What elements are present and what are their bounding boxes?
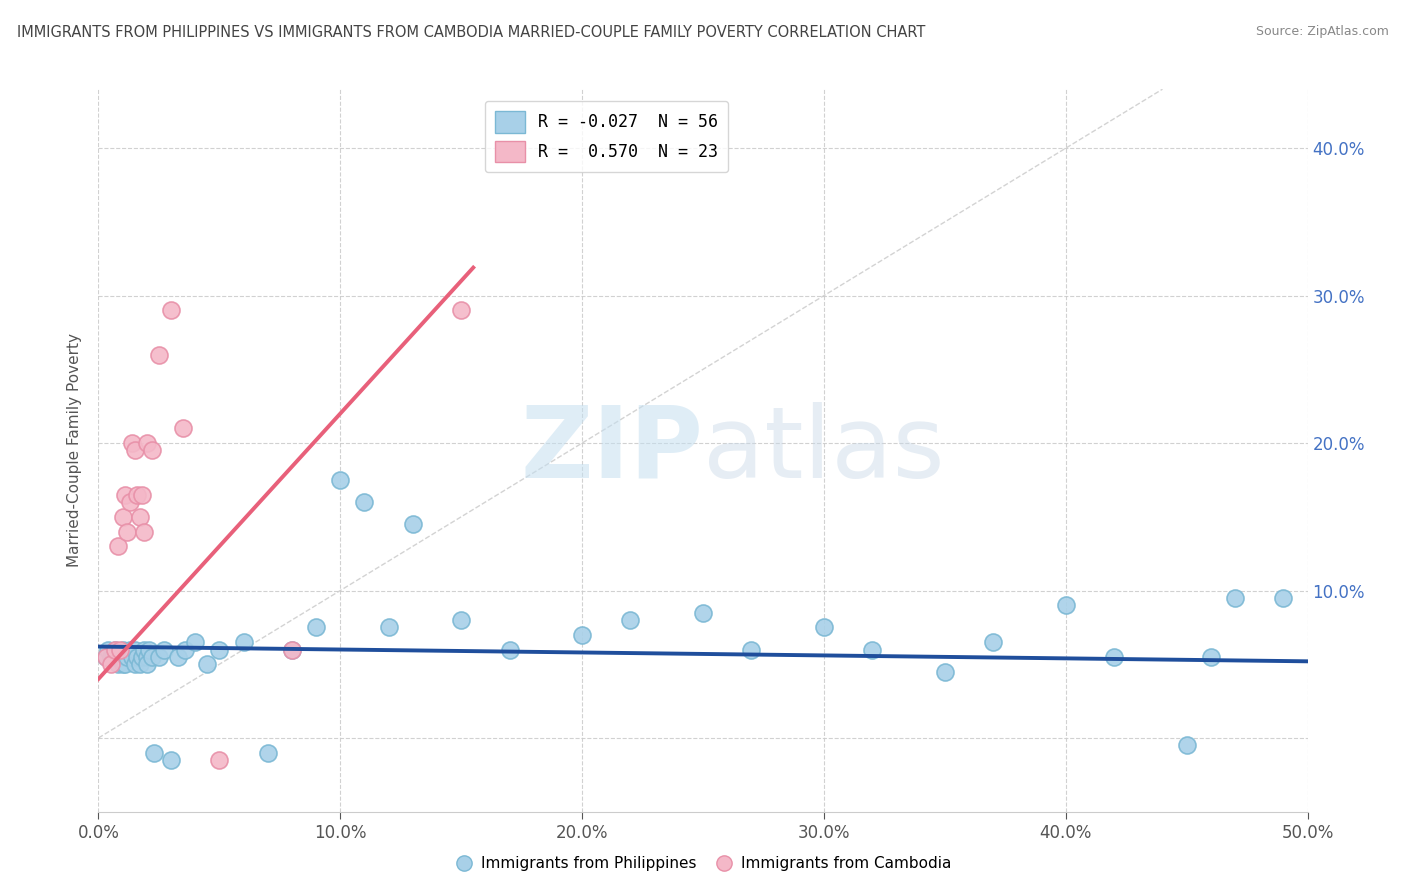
Point (740, 642, 762, 657)
Point (208, 642, 231, 657)
Point (118, 495, 141, 509)
Point (111, 657, 134, 672)
Point (172, 421, 194, 435)
Point (134, 524, 156, 539)
Point (1054, 599, 1077, 613)
Point (121, 649, 143, 664)
Point (114, 657, 136, 672)
Point (135, 649, 157, 664)
Point (450, 303, 472, 318)
Point (143, 746, 166, 760)
Point (141, 443, 163, 458)
Point (232, 635, 254, 649)
Point (450, 613, 472, 627)
Point (101, 649, 124, 664)
Point (117, 649, 139, 664)
Point (281, 642, 304, 657)
Point (1223, 591, 1246, 605)
Point (94, 649, 117, 664)
Point (256, 746, 278, 760)
Point (160, 303, 183, 318)
Point (353, 495, 375, 509)
Point (619, 613, 641, 627)
Point (127, 488, 149, 502)
Point (141, 649, 163, 664)
Point (108, 649, 131, 664)
Point (148, 348, 170, 362)
Point (571, 628, 593, 642)
Point (107, 539, 129, 553)
Point (402, 517, 425, 532)
Y-axis label: Married-Couple Family Poverty: Married-Couple Family Poverty (67, 334, 83, 567)
Point (1199, 649, 1222, 664)
Point (128, 509, 150, 524)
Point (692, 606, 714, 620)
Point (124, 657, 146, 672)
Point (124, 443, 146, 458)
Point (138, 642, 160, 657)
Point (329, 473, 352, 487)
Point (94, 649, 117, 664)
Point (111, 509, 134, 524)
Point (118, 642, 141, 657)
Point (152, 642, 174, 657)
Point (860, 642, 883, 657)
Point (117, 524, 139, 539)
Point (281, 642, 304, 657)
Point (1175, 739, 1198, 753)
Text: IMMIGRANTS FROM PHILIPPINES VS IMMIGRANTS FROM CAMBODIA MARRIED-COUPLE FAMILY PO: IMMIGRANTS FROM PHILIPPINES VS IMMIGRANT… (17, 25, 925, 40)
Point (100, 649, 122, 664)
Point (124, 642, 146, 657)
Point (167, 649, 190, 664)
Legend: Immigrants from Philippines, Immigrants from Cambodia: Immigrants from Philippines, Immigrants … (449, 850, 957, 877)
Point (305, 620, 328, 634)
Point (134, 642, 156, 657)
Text: ZIP: ZIP (520, 402, 703, 499)
Point (160, 753, 183, 767)
Text: Source: ZipAtlas.com: Source: ZipAtlas.com (1256, 25, 1389, 38)
Point (127, 649, 149, 664)
Point (184, 635, 207, 649)
Point (1272, 591, 1295, 605)
Point (195, 657, 218, 672)
Point (813, 620, 835, 634)
Point (377, 620, 399, 634)
Point (208, 753, 231, 767)
Point (114, 488, 136, 502)
Point (131, 488, 153, 502)
Point (498, 642, 520, 657)
Point (108, 642, 131, 657)
Point (934, 665, 956, 679)
Point (174, 642, 197, 657)
Point (135, 657, 157, 672)
Point (107, 657, 129, 672)
Point (121, 436, 143, 450)
Point (148, 649, 170, 664)
Point (104, 642, 127, 657)
Text: atlas: atlas (703, 402, 945, 499)
Point (135, 436, 157, 450)
Point (100, 657, 122, 672)
Point (1102, 649, 1125, 664)
Point (97, 642, 120, 657)
Point (104, 642, 127, 657)
Point (131, 649, 153, 664)
Legend: R = -0.027  N = 56, R =  0.570  N = 23: R = -0.027 N = 56, R = 0.570 N = 23 (485, 101, 728, 172)
Point (111, 642, 134, 657)
Point (128, 657, 150, 672)
Point (981, 635, 1004, 649)
